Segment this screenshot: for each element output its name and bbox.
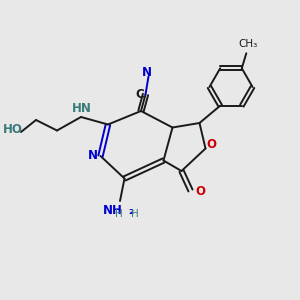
Text: HO: HO — [3, 122, 22, 136]
Text: N: N — [88, 148, 98, 162]
Text: H: H — [115, 208, 122, 219]
Text: O: O — [195, 184, 205, 198]
Text: HN: HN — [72, 102, 92, 115]
Text: C: C — [135, 88, 144, 101]
Text: CH₃: CH₃ — [238, 39, 257, 49]
Text: ₂: ₂ — [128, 203, 133, 217]
Text: H: H — [131, 208, 139, 219]
Text: O: O — [206, 138, 216, 152]
Text: N: N — [142, 66, 152, 80]
Text: NH: NH — [103, 203, 122, 217]
